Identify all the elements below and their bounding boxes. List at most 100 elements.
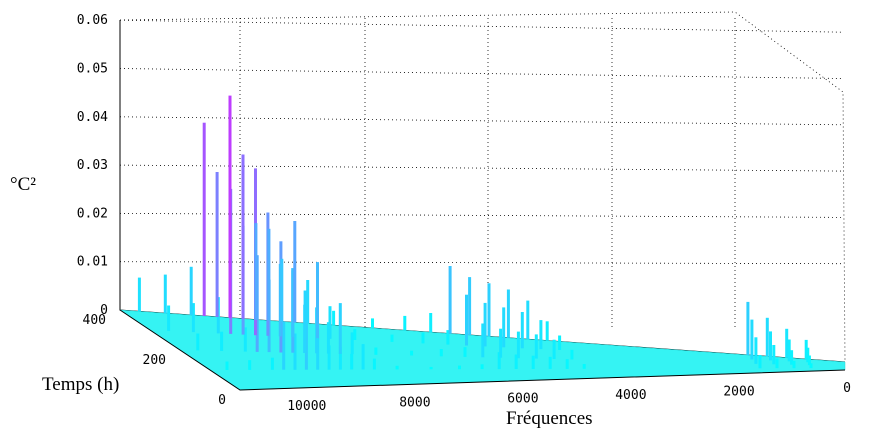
time-tick-label: 400	[83, 313, 106, 328]
time-axis-title: Temps (h)	[42, 374, 119, 395]
spectral-peak-bar	[189, 266, 193, 316]
spectral-peak-bar	[792, 360, 796, 369]
spectral-peak-bar	[421, 332, 425, 344]
spectral-peak-bar	[167, 305, 171, 331]
back-grid-line	[119, 116, 844, 126]
spectral-peak-bar	[446, 330, 450, 345]
spectral-peak-bar	[570, 349, 574, 360]
spectral-peak-bar	[483, 302, 487, 347]
spectral-peak-bar	[502, 307, 506, 348]
spectral-peak-bar	[772, 345, 776, 365]
spectral-peak-bar	[228, 95, 232, 318]
spectral-peak-bar	[241, 154, 245, 319]
spectral-peak-bar	[499, 328, 503, 358]
spectral-peak-bar	[481, 323, 485, 358]
grid-lines	[119, 18, 844, 330]
time-tick-label: 200	[143, 353, 166, 368]
spectral-peak-bar	[191, 303, 195, 333]
spectral-peak-bar	[243, 327, 247, 352]
spectral-peak-bar	[804, 339, 808, 360]
spectral-peak-bar	[395, 365, 399, 370]
back-grid-line	[119, 68, 844, 79]
spectral-peak-bar	[516, 331, 520, 359]
spectral-peak-bar	[754, 337, 758, 364]
front-axis-edge	[119, 309, 846, 391]
spectral-peak-bar	[372, 358, 376, 370]
spectral-peak-bar	[468, 277, 472, 336]
spectral-peak-bar	[534, 334, 538, 359]
spectral-peak-bar	[282, 321, 286, 370]
z-tick-label: 0.05	[77, 62, 108, 77]
time-tick-label: 0	[218, 393, 226, 408]
top-grid-outline	[119, 11, 846, 363]
spectral-peak-bar	[775, 358, 779, 369]
z-tick-label: 0	[100, 303, 108, 318]
spectrum-bars	[137, 95, 813, 370]
spectral-peak-bar	[750, 319, 754, 360]
spectral-peak-bar	[465, 294, 468, 346]
spectral-peak-bar	[332, 310, 336, 326]
tick-labels: 0 0.01 0.02 0.03 0.04 0.05 0.06 10000 8000 6000 40…	[77, 13, 851, 414]
z-tick-label: 0.06	[77, 13, 108, 28]
z-tick-label: 0.04	[77, 110, 108, 125]
frequency-tick-label: 2000	[723, 385, 754, 400]
spectral-peak-bar	[163, 274, 167, 314]
spectral-peak-bar	[520, 312, 524, 349]
spectral-peak-bar	[410, 350, 414, 356]
spectral-peak-bar	[338, 303, 342, 354]
spectral-peak-bar	[338, 346, 342, 370]
spectral-peak-bar	[429, 366, 433, 370]
spectral-peak-bar	[196, 333, 200, 351]
back-grid-line	[119, 213, 844, 218]
spectral-peak-bar	[552, 339, 556, 359]
frequency-tick-label: 10000	[287, 399, 326, 414]
spectral-peak-bar	[548, 356, 552, 369]
spectral-peak-bar	[448, 266, 452, 334]
back-grid-line	[119, 261, 844, 265]
spectral-peak-bar	[267, 228, 271, 321]
spectral-peak-bar	[785, 328, 789, 358]
spectral-peak-bar	[807, 355, 811, 366]
spectral-peak-bar	[809, 363, 813, 369]
spectral-peak-bar	[374, 347, 378, 355]
spectral-peak-bar	[769, 331, 772, 361]
spectral-peak-bar	[215, 172, 219, 317]
spectral-peak-bar	[254, 223, 258, 320]
spectral-peak-bar	[545, 321, 549, 341]
spectral-peak-bar	[350, 353, 354, 370]
spectral-peak-bar	[506, 289, 510, 338]
z-axis-title: °C²	[10, 174, 36, 195]
spectral-peak-bar	[225, 361, 229, 370]
back-grid-line	[119, 164, 844, 172]
spectral-peak-bar	[539, 320, 543, 350]
spectral-peak-bar	[371, 318, 374, 329]
spectral-peak-bar	[304, 314, 308, 370]
spectral-peak-bar	[280, 258, 284, 322]
spectral-peak-bar	[439, 349, 443, 357]
z-tick-label: 0.03	[77, 158, 108, 173]
frequency-tick-label: 0	[843, 381, 851, 396]
front-edges	[119, 309, 846, 391]
spectral-peak-bar	[790, 350, 794, 365]
spectral-peak-bar	[487, 283, 491, 337]
spectral-peak-bar	[463, 347, 467, 357]
spectral-peak-bar	[220, 331, 224, 351]
spectral-peak-bar	[248, 360, 252, 370]
spectral-peak-bar	[328, 306, 332, 339]
frequency-axis-title: Fréquences	[506, 408, 593, 429]
spectral-peak-bar	[390, 334, 394, 342]
spectral-peak-bar	[746, 301, 750, 356]
frequency-tick-label: 8000	[399, 395, 430, 410]
spectral-peak-bar	[403, 315, 407, 331]
spectral-peak-bar	[429, 313, 433, 333]
spectral-peak-bar	[582, 364, 586, 369]
spectral-peak-bar	[765, 317, 769, 357]
spectral-peak-bar	[806, 347, 810, 363]
back-grid-line	[119, 19, 844, 33]
spectral-peak-bar	[758, 355, 762, 369]
spectral-peak-bar	[558, 335, 562, 350]
spectral-peak-bar	[326, 322, 330, 354]
spectral-peak-bar	[327, 345, 331, 370]
spectral-peak-bar	[293, 221, 297, 323]
